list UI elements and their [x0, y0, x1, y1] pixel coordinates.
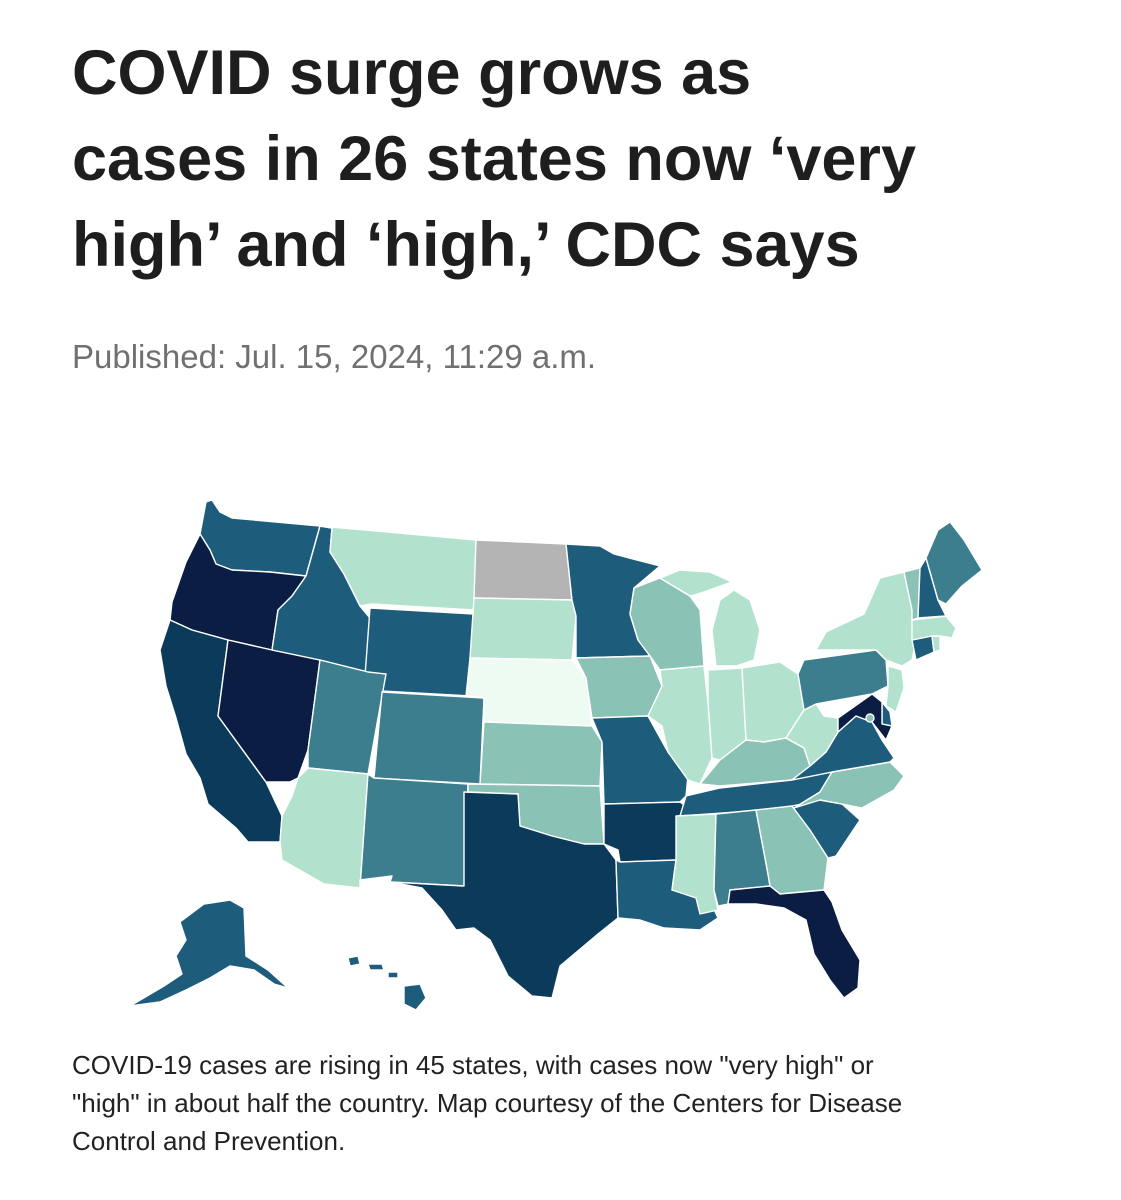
state-ut — [307, 659, 387, 775]
state-hi — [347, 955, 361, 967]
caption-line: COVID-19 cases are rising in 45 states, … — [72, 1050, 874, 1080]
state-hi — [403, 983, 427, 1011]
state-nm — [359, 773, 469, 889]
state-mi-up — [659, 569, 733, 597]
state-sd — [469, 597, 577, 661]
state-ar — [603, 801, 687, 863]
state-nj — [885, 665, 905, 713]
state-il — [647, 665, 713, 785]
state-md — [837, 693, 893, 741]
state-me — [925, 521, 983, 605]
state-nd — [473, 539, 573, 601]
map-caption: COVID-19 cases are rising in 45 states, … — [72, 1046, 1062, 1160]
state-ri — [931, 635, 941, 653]
state-nc — [793, 761, 905, 809]
headline-line: COVID surge grows as — [72, 38, 752, 108]
state-vt — [903, 567, 921, 621]
us-map-svg — [129, 499, 983, 1011]
us-covid-map — [120, 490, 1000, 1020]
headline: COVID surge grows as cases in 26 states … — [72, 30, 1072, 288]
caption-line: "high" in about half the country. Map co… — [72, 1088, 903, 1118]
state-fl — [727, 885, 861, 999]
state-dc — [865, 713, 875, 723]
headline-line: high’ and ‘high,’ CDC says — [72, 210, 860, 280]
state-co — [373, 691, 485, 785]
state-hi-group — [347, 955, 427, 1011]
state-nh — [917, 557, 947, 619]
state-ma — [911, 615, 957, 641]
state-mi — [711, 589, 761, 667]
state-hi — [367, 963, 385, 971]
headline-line: cases in 26 states now ‘very — [72, 124, 916, 194]
state-ak — [129, 899, 289, 1007]
state-ks — [479, 721, 603, 787]
state-ne — [465, 657, 593, 727]
caption-line: Control and Prevention. — [72, 1126, 346, 1156]
state-az — [279, 767, 369, 889]
state-hi — [387, 971, 399, 979]
published-date: Published: Jul. 15, 2024, 11:29 a.m. — [72, 338, 597, 375]
state-tx — [389, 791, 619, 999]
